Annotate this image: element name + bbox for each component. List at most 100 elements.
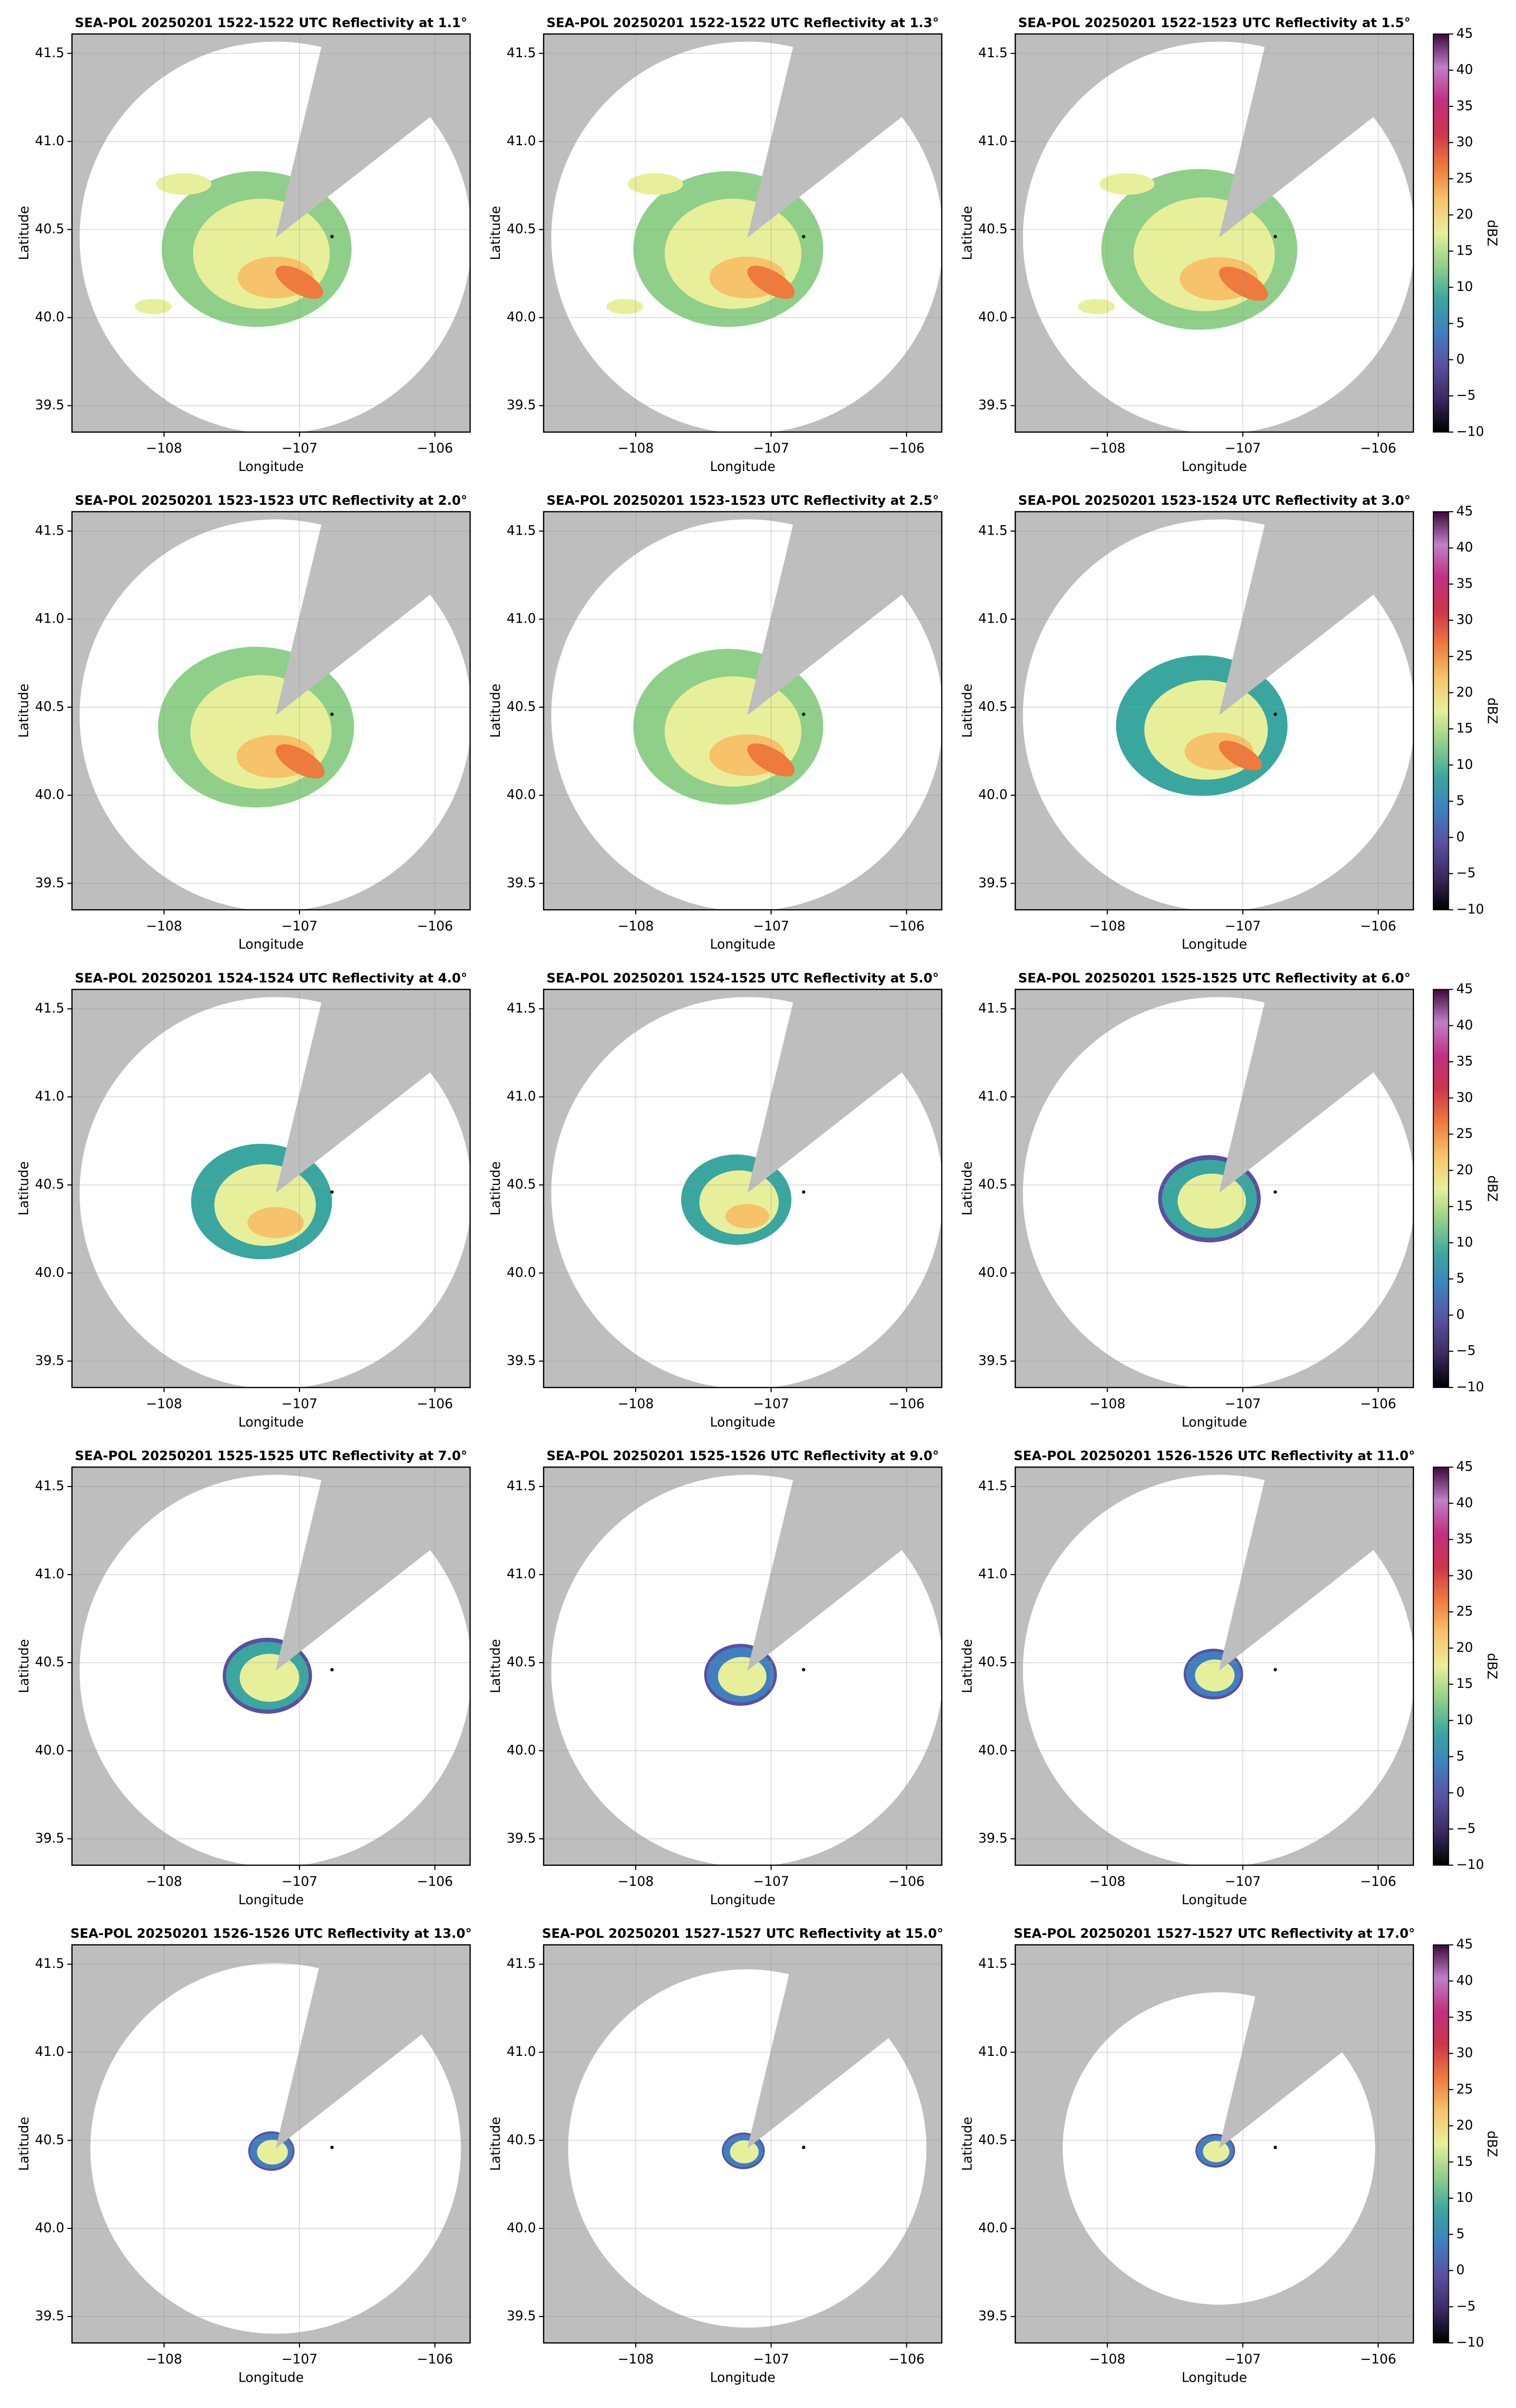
colorbar-label: dBZ [1484,1175,1500,1202]
y-tick-label: 40.5 [35,1177,64,1192]
plot-area [1015,34,1414,432]
y-tick-label: 41.5 [978,523,1008,538]
x-tick-label: −107 [282,1874,318,1889]
y-tick-label: 39.5 [507,2309,536,2324]
x-tick-label: −106 [1360,1396,1397,1411]
echo [1195,1659,1235,1692]
x-tick-label: −108 [1089,1396,1126,1411]
x-tick-label: −106 [888,1874,925,1889]
chart-title: SEA-POL 20250201 1525-1526 UTC Reflectiv… [547,1449,939,1464]
colorbar-tick-label: 25 [1456,1126,1473,1141]
colorbar-tick-label: 45 [1456,503,1473,519]
x-tick-label: −106 [1360,1874,1397,1889]
y-tick-label: 39.5 [978,397,1008,413]
panel: −108 −107 −106 39.5 40.0 40.5 41.0 41.5 SEA-POL … [488,1927,944,2386]
x-axis-label: Longitude [710,1892,775,1908]
panel: −108 −107 −106 39.5 40.0 40.5 41.0 41.5 SEA-POL … [488,1449,943,1908]
y-tick-label: 40.5 [507,221,536,237]
echo [134,298,172,314]
x-axis-label: Longitude [238,1892,304,1908]
y-tick-label: 39.5 [35,2309,64,2324]
y-tick-label: 41.5 [35,45,64,61]
x-tick-label: −107 [753,919,789,934]
colorbar [1432,1467,1449,1866]
y-tick-label: 41.0 [35,2044,64,2059]
axes-frame [543,1944,943,2344]
x-tick-label: −107 [753,2352,789,2367]
colorbar-tick-label: 40 [1456,62,1473,78]
y-tick-label: 41.5 [35,1479,64,1494]
y-tick-label: 40.0 [978,2220,1008,2235]
y-tick-label: 40.5 [978,699,1008,715]
colorbar-tick-label: 30 [1456,1090,1473,1105]
x-tick-label: −107 [753,441,789,456]
site-marker [802,1190,806,1194]
y-tick-label: 39.5 [507,397,536,413]
colorbar-tick-label: 20 [1456,684,1473,700]
plot-area [72,989,471,1388]
colorbar-tick-label: 45 [1456,981,1473,997]
chart-title: SEA-POL 20250201 1523-1524 UTC Reflectiv… [1018,493,1411,508]
echo [1219,741,1262,771]
colorbar-tick-label: 20 [1456,1640,1473,1655]
x-tick-label: −106 [417,1396,453,1411]
x-axis-label: Longitude [238,1414,304,1430]
colorbar-tick-label: 5 [1456,1271,1465,1286]
blocked-sector [1219,34,1414,238]
chart-title: SEA-POL 20250201 1524-1525 UTC Reflectiv… [547,971,939,986]
y-tick-label: 39.5 [35,397,64,413]
colorbar-label: dBZ [1484,1653,1500,1679]
colorbar-tick-label: −5 [1456,2299,1476,2314]
x-tick-label: −108 [146,441,182,456]
site-marker [1273,712,1277,716]
echo [257,2139,288,2165]
y-tick-label: 40.5 [35,1655,64,1670]
colorbar-tick-label: 45 [1456,1459,1473,1475]
y-axis-label: Latitude [959,1161,975,1215]
y-tick-label: 41.5 [507,1956,536,1971]
y-axis-label: Latitude [488,206,503,260]
y-tick-label: 40.0 [35,787,64,803]
colorbar-tick-label: −5 [1456,865,1476,881]
x-axis-label: Longitude [1182,1414,1247,1430]
colorbar-tick-label: 35 [1456,576,1473,591]
y-tick-label: 40.0 [978,309,1008,325]
y-axis-label: Latitude [488,2117,503,2171]
y-tick-label: 40.5 [507,1177,536,1192]
colorbar-tick-label: −5 [1456,1343,1476,1359]
chart-title: SEA-POL 20250201 1527-1527 UTC Reflectiv… [542,1927,944,1942]
y-tick-label: 41.0 [35,133,64,149]
echo [725,1204,769,1228]
colorbar-tick-label: 15 [1456,721,1473,736]
y-tick-label: 40.5 [35,699,64,715]
colorbar-tick-label: 40 [1456,1973,1473,1988]
colorbar-tick-label: 40 [1456,1495,1473,1510]
site-marker [330,712,334,716]
site-marker [802,1668,806,1671]
colorbar-tick-label: 10 [1456,2190,1473,2206]
y-tick-label: 39.5 [978,1353,1008,1368]
x-tick-label: −106 [1360,441,1397,456]
plot-area [1015,1945,1414,2343]
colorbar-tick-label: 0 [1456,1785,1465,1800]
colorbar-tick-label: 45 [1456,26,1473,41]
axes-frame [1015,33,1414,433]
panel: −108 −107 −106 39.5 40.0 40.5 41.0 41.5 SEA-POL … [16,15,471,474]
chart-title: SEA-POL 20250201 1526-1526 UTC Reflectiv… [1014,1449,1415,1464]
colorbar-tick-label: 35 [1456,98,1473,113]
y-tick-label: 40.5 [507,2132,536,2147]
blocked-sector [1219,989,1414,1193]
panel: −108 −107 −106 39.5 40.0 40.5 41.0 41.5 SEA-POL … [16,971,471,1430]
y-tick-label: 39.5 [507,1831,536,1846]
x-axis-label: Longitude [710,2370,775,2385]
y-tick-label: 41.5 [507,1001,536,1016]
colorbar-tick-label: 10 [1456,1712,1473,1728]
y-tick-label: 41.5 [978,1956,1008,1971]
y-axis-label: Latitude [488,684,503,738]
x-tick-label: −106 [888,2352,925,2367]
plot-area [543,989,942,1388]
axes-frame [1015,989,1414,1389]
y-tick-label: 39.5 [35,1831,64,1846]
y-tick-label: 41.0 [978,133,1008,149]
